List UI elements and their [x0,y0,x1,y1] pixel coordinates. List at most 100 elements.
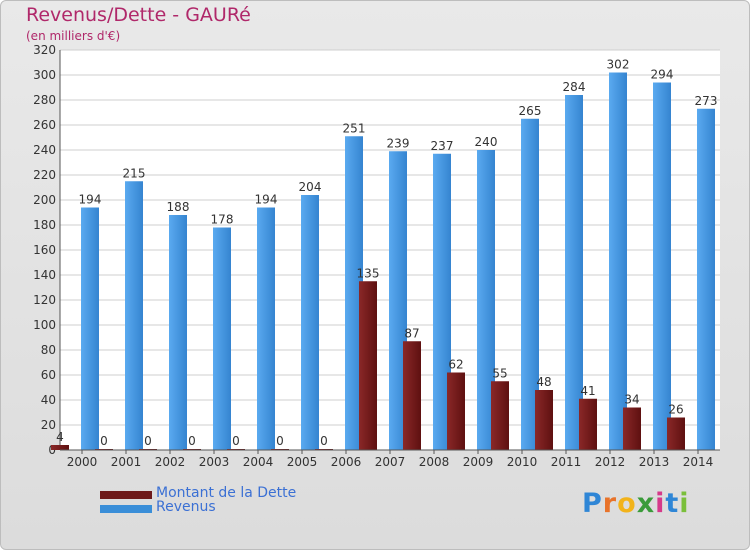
data-label-dette: 0 [100,434,108,448]
x-tick-label: 2010 [507,455,538,469]
bar-revenus [81,207,99,450]
logo-letter: r [602,488,618,519]
legend-label-revenus: Revenus [156,499,216,515]
y-axis: 0204060801001201401601802002202402602803… [33,43,61,457]
bar-dette [51,445,69,450]
data-label-dette: 62 [448,358,463,372]
y-tick-label: 60 [41,368,56,382]
data-labels: 4 194 0 215 0 188 0 178 0 194 0 204 0 251 135 239 87 237 6… [56,58,717,449]
bar-dette [623,407,641,450]
data-label-revenus: 237 [431,139,454,153]
data-label-dette: 55 [492,366,507,380]
bar-revenus [477,150,495,450]
data-label-revenus: 178 [211,213,234,227]
proxiti-logo: Proxiti [582,488,690,519]
logo-letter: i [655,488,666,519]
y-tick-label: 180 [33,218,56,232]
chart-subtitle: (en milliers d'€) [26,29,121,43]
y-tick-label: 40 [41,393,56,407]
data-label-revenus: 240 [475,135,498,149]
data-label-revenus: 284 [563,80,586,94]
logo-letter: t [665,488,680,519]
y-tick-label: 200 [33,193,56,207]
y-tick-label: 100 [33,318,56,332]
bar-revenus [653,82,671,450]
x-tick-label: 2009 [463,455,494,469]
bar-revenus [301,195,319,450]
bar-dette [667,417,685,450]
x-tick-label: 2012 [595,455,626,469]
data-label-dette: 0 [188,434,196,448]
data-label-dette: 0 [144,434,152,448]
bars [51,72,715,450]
x-tick-label: 2013 [639,455,670,469]
bar-dette [403,341,421,450]
bar-revenus [389,151,407,450]
y-tick-label: 240 [33,143,56,157]
data-label-dette: 34 [624,393,639,407]
bar-dette [491,381,509,450]
data-label-dette: 41 [580,384,595,398]
y-tick-label: 280 [33,93,56,107]
bar-revenus [169,215,187,450]
legend-swatch-dette [100,491,152,499]
x-tick-label: 2014 [683,455,714,469]
data-label-dette: 0 [276,434,284,448]
legend-label-dette: Montant de la Dette [156,485,297,501]
bar-dette [579,398,597,450]
bar-dette [447,372,465,450]
data-label-revenus: 204 [299,180,322,194]
bar-revenus [433,153,451,450]
data-label-dette: 26 [668,403,683,417]
y-tick-label: 80 [41,343,56,357]
x-tick-label: 2002 [155,455,186,469]
logo-letter: i [679,488,690,519]
data-label-revenus: 188 [167,200,190,214]
data-label-dette: 0 [320,434,328,448]
bar-revenus [257,207,275,450]
legend-swatch-revenus [100,505,152,513]
data-label-revenus: 251 [343,121,366,135]
x-tick-label: 2008 [419,455,450,469]
data-label-revenus: 302 [607,58,630,72]
x-tick-label: 2006 [331,455,362,469]
data-label-revenus: 294 [651,68,674,82]
data-label-dette: 0 [232,434,240,448]
x-tick-label: 2001 [111,455,142,469]
logo-letter: o [617,488,637,519]
y-tick-label: 20 [41,418,56,432]
chart-title: Revenus/Dette - GAURé [26,4,251,26]
y-tick-label: 260 [33,118,56,132]
data-label-dette: 48 [536,375,551,389]
bar-revenus [345,136,363,450]
bar-revenus [521,118,539,450]
y-tick-label: 160 [33,243,56,257]
bar-revenus [213,227,231,450]
logo-letter: P [582,488,603,519]
data-label-revenus: 215 [123,166,146,180]
x-tick-label: 2011 [551,455,582,469]
y-tick-label: 320 [33,43,56,57]
data-label-revenus: 194 [79,193,102,207]
data-label-revenus: 194 [255,193,278,207]
data-label-revenus: 239 [387,136,410,150]
x-tick-label: 2005 [287,455,318,469]
data-label-dette: 4 [56,430,64,444]
y-tick-label: 140 [33,268,56,282]
x-tick-label: 2003 [199,455,230,469]
data-label-dette: 87 [404,326,419,340]
y-tick-label: 300 [33,68,56,82]
logo-letter: x [636,488,656,519]
data-label-revenus: 265 [519,104,542,118]
bar-dette [359,281,377,450]
x-tick-label: 2004 [243,455,274,469]
bar-revenus [697,108,715,450]
bar-dette [535,390,553,450]
bar-revenus [609,72,627,450]
x-tick-label: 2007 [375,455,406,469]
bar-revenus [125,181,143,450]
data-label-revenus: 273 [695,94,718,108]
x-axis: 2000 2001 2002 2003 2004 2005 2006 2007 2008 2009… [60,449,720,469]
data-label-dette: 135 [357,266,380,280]
y-tick-label: 220 [33,168,56,182]
